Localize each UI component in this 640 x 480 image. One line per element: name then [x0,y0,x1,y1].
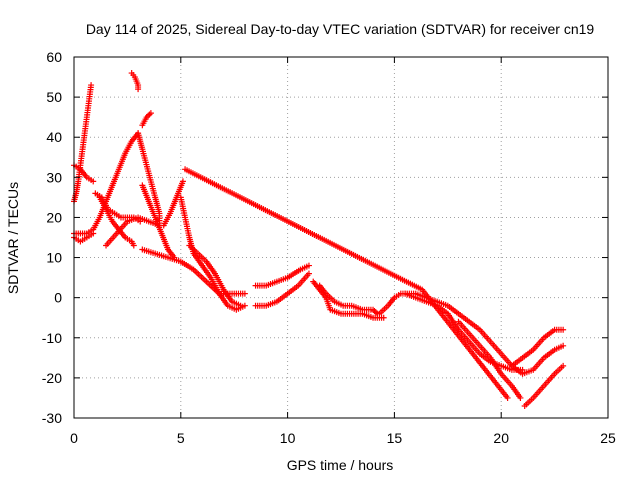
y-tick-label: -30 [42,410,62,426]
grid-lines [74,57,608,418]
x-tick-label: 5 [177,430,185,446]
series-arc-20 [376,290,567,377]
data-points [71,70,567,409]
data-point-marker [380,314,387,321]
chart-title: Day 114 of 2025, Sidereal Day-to-day VTE… [86,21,595,37]
data-point-marker [560,362,567,369]
data-point-marker [305,262,312,269]
series-arc-18 [310,278,387,321]
series-outliers [182,166,511,401]
series-arc-1 [71,82,95,205]
data-point-marker [179,178,186,185]
data-point-marker [88,82,95,89]
series-arc-13 [160,178,186,229]
data-point-marker [237,302,244,309]
series-arc-24 [521,362,567,409]
y-tick-label: 0 [54,290,62,306]
data-point-marker [517,394,524,401]
y-tick-label: 10 [46,250,62,266]
x-tick-label: 20 [493,430,509,446]
data-point-marker [305,270,312,277]
y-tick-label: 20 [46,209,62,225]
series-arc-16 [252,262,312,289]
data-point-marker [560,342,567,349]
data-point-marker [135,86,142,93]
series-arc-19 [316,282,381,317]
series-arc-23 [508,326,567,369]
y-tick-label: 40 [46,129,62,145]
y-tick-label: 50 [46,89,62,105]
data-point-marker [560,326,567,333]
x-tick-label: 0 [70,430,78,446]
data-point-marker [130,242,137,249]
plot-frame [73,56,609,419]
data-point-marker [504,394,511,401]
x-tick-label: 10 [280,430,296,446]
series-arc-15 [186,242,244,309]
data-point-marker [90,230,97,237]
axis-ticks: 0 5 10 15 20 25 -30 -20 -10 0 10 20 30 40 50 60 [42,49,616,446]
x-axis-label: GPS time / hours [287,457,394,473]
y-tick-label: 60 [46,49,62,65]
data-point-marker [90,178,97,185]
series-arc-17 [252,270,312,309]
x-tick-label: 15 [387,430,403,446]
y-tick-label: -20 [42,370,62,386]
series-arc-22 [455,318,524,401]
data-point-marker [519,366,526,373]
series-arc-11 [139,182,178,261]
x-tick-label: 25 [600,430,616,446]
series-arc-8 [128,70,142,93]
y-tick-label: -10 [42,330,62,346]
data-point-marker [147,110,154,117]
series-arc-3 [71,162,97,185]
y-tick-label: 30 [46,169,62,185]
series-arc-10 [139,110,154,129]
y-axis-label: SDTVAR / TECUs [5,182,21,294]
series-arc-9 [135,130,163,229]
data-point-marker [241,290,248,297]
